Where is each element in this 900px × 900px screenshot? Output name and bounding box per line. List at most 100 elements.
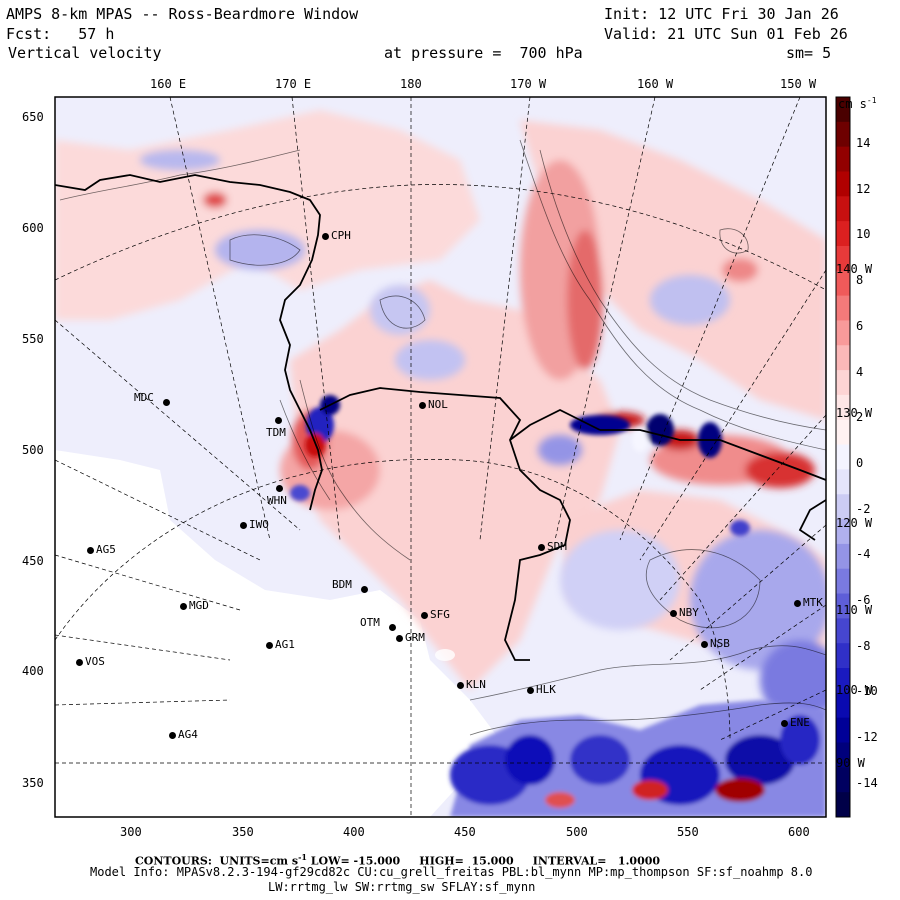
map-title: AMPS 8-km MPAS -- Ross-Beardmore Window	[6, 5, 359, 23]
station-label: SFG	[430, 608, 450, 621]
y-tick-400: 400	[22, 664, 44, 678]
colorbar-swatch	[836, 519, 850, 545]
station-marker	[275, 417, 282, 424]
colorbar-label: -14	[856, 775, 878, 790]
station-label: IWO	[249, 518, 269, 531]
station-marker	[169, 732, 176, 739]
colorbar-label: -10	[856, 684, 878, 699]
station-label: NBY	[679, 606, 699, 619]
colorbar-swatch	[836, 320, 850, 346]
model-info-physics: LW:rrtmg_lw SW:rrtmg_sw SFLAY:sf_mynn	[268, 880, 536, 894]
y-tick-500: 500	[22, 443, 44, 457]
lon-label-180: 180	[400, 77, 422, 91]
colorbar-units: cm s-1	[838, 95, 877, 110]
station-marker	[276, 485, 283, 492]
smoothing-label: sm= 5	[786, 44, 832, 62]
lon-label-90w: 90 W	[836, 756, 865, 770]
lon-label-110w: 110 W	[836, 603, 873, 617]
station-marker	[781, 720, 788, 727]
colorbar-label: -6	[856, 593, 871, 607]
contours-info: CONTOURS: UNITS=cm s-1 LOW= -15.000 HIGH…	[135, 851, 660, 868]
init-time: Init: 12 UTC Fri 30 Jan 26	[604, 5, 839, 23]
colorbar-label: -8	[856, 638, 871, 653]
station-marker	[163, 399, 170, 406]
coastline	[55, 174, 826, 661]
colorbar-swatch	[836, 121, 850, 148]
station-marker	[538, 544, 545, 551]
contours-range: LOW= -15.000 HIGH= 15.000 INTERVAL= 1.00…	[306, 854, 661, 868]
x-tick-550: 550	[677, 825, 699, 839]
colorbar-label: 10	[856, 227, 871, 242]
graticule	[55, 97, 826, 817]
vertical-velocity-field	[55, 97, 826, 817]
station-label: GRM	[405, 631, 425, 644]
colorbar-label: 14	[856, 136, 871, 150]
lon-label-100w: 100 W	[836, 683, 873, 697]
station-marker	[396, 635, 403, 642]
colorbar-swatch	[836, 394, 850, 421]
colorbar-label: 0	[856, 455, 864, 470]
colorbar-units-exp: -1	[866, 96, 877, 105]
station-marker	[701, 641, 708, 648]
colorbar-swatch	[836, 543, 850, 570]
lon-label-170e: 170 E	[275, 77, 312, 91]
colorbar-swatch	[836, 419, 850, 446]
colorbar-units-text: cm s	[838, 97, 867, 111]
station-marker	[421, 612, 428, 619]
station-label: AG5	[96, 543, 116, 556]
colorbar-swatch	[836, 345, 850, 371]
y-tick-350: 350	[22, 776, 44, 790]
colorbar-swatch	[836, 444, 850, 470]
colorbar-label: 4	[856, 364, 864, 379]
colorbar-swatch	[836, 270, 850, 297]
station-label: CPH	[331, 229, 351, 242]
colorbar-swatch	[836, 692, 850, 719]
lon-label-160w: 160 W	[637, 77, 674, 91]
station-marker	[794, 600, 801, 607]
y-tick-450: 450	[22, 554, 44, 568]
station-marker	[180, 603, 187, 610]
colorbar-label: -4	[856, 547, 871, 562]
colorbar-label: -2	[856, 501, 871, 516]
lon-label-140w: 140 W	[836, 262, 873, 276]
colorbar-swatch	[836, 97, 850, 123]
x-tick-500: 500	[566, 825, 588, 839]
colorbar-label: 6	[856, 318, 864, 333]
station-label: NSB	[710, 637, 730, 650]
station-label: KLN	[466, 678, 486, 691]
station-marker	[457, 682, 464, 689]
colorbar-label: 8	[856, 273, 864, 288]
x-tick-400: 400	[343, 825, 365, 839]
colorbar-label: 12	[856, 181, 871, 196]
station-marker	[527, 687, 534, 694]
station-label: SDM	[547, 540, 567, 553]
colorbar-frame	[835, 96, 851, 818]
station-label: MGD	[189, 599, 209, 612]
model-info: Model Info: MPASv8.2.3-194-gf29cd82c CU:…	[90, 865, 813, 879]
colorbar-swatch	[836, 618, 850, 644]
colorbar-swatch	[836, 668, 850, 694]
lon-label-130w: 130 W	[836, 406, 873, 420]
station-marker	[266, 642, 273, 649]
colorbar-swatch	[836, 568, 850, 595]
colorbar-swatch	[836, 742, 850, 768]
station-marker	[419, 402, 426, 409]
colorbar-label: 2	[856, 410, 864, 425]
station-marker	[322, 233, 329, 240]
colorbar-swatch	[836, 370, 850, 396]
lon-label-150w: 150 W	[780, 77, 817, 91]
pressure-level: at pressure = 700 hPa	[384, 44, 583, 62]
colorbar-swatch	[836, 196, 850, 222]
forecast-hour: Fcst: 57 h	[6, 25, 115, 43]
colorbar-swatch	[836, 221, 850, 247]
colorbar-swatch	[836, 245, 850, 272]
station-label: WHN	[267, 494, 287, 507]
field-name: Vertical velocity	[8, 44, 162, 62]
colorbar-swatch	[836, 295, 850, 321]
x-tick-350: 350	[232, 825, 254, 839]
x-tick-600: 600	[788, 825, 810, 839]
colorbar-swatch	[836, 494, 850, 520]
x-tick-300: 300	[120, 825, 142, 839]
contours-units-exp: -1	[298, 852, 307, 862]
station-marker	[76, 659, 83, 666]
